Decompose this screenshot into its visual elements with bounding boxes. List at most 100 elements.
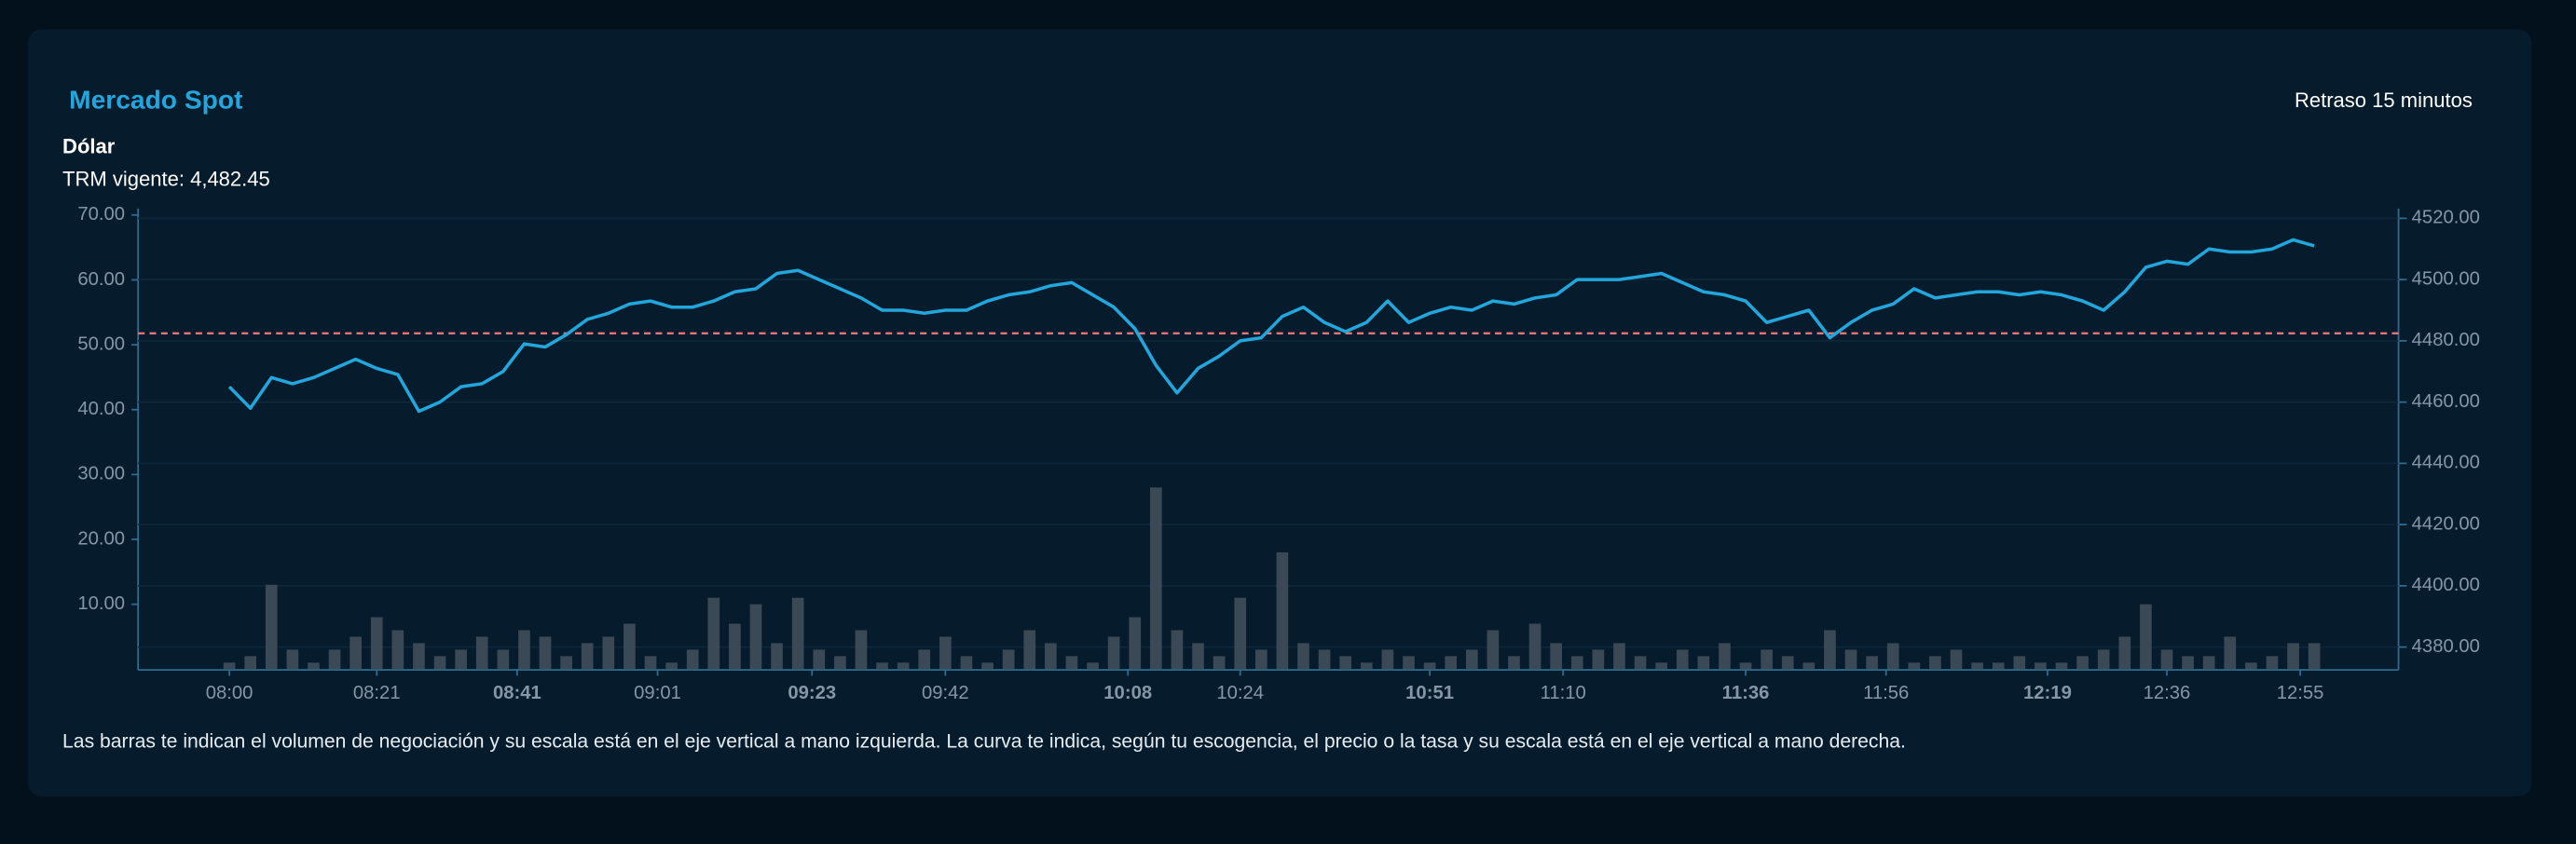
volume-bar: [2055, 662, 2068, 670]
volume-bar: [2076, 656, 2089, 670]
volume-bar: [539, 636, 552, 670]
volume-bar: [1318, 649, 1331, 670]
y2-tick-label: 4480.00: [2412, 330, 2480, 350]
volume-bar: [1445, 656, 1458, 670]
volume-bar: [771, 643, 783, 670]
volume-bar: [2224, 636, 2237, 670]
volume-bar: [560, 656, 572, 670]
x-tick-label: 08:21: [353, 683, 401, 703]
volume-bar: [602, 636, 615, 670]
volume-bar: [1234, 597, 1247, 670]
volume-bar: [644, 656, 657, 670]
status: Retraso 15 minutos: [2295, 88, 2473, 112]
volume-bar: [223, 662, 236, 670]
volume-bar: [813, 649, 826, 670]
volume-bar: [1844, 649, 1857, 670]
y2-tick-label: 4420.00: [2412, 513, 2480, 534]
volume-bar: [1739, 662, 1752, 670]
volume-bar: [1403, 656, 1415, 670]
x-tick-label: 08:00: [206, 683, 253, 703]
volume-bar: [1087, 662, 1099, 670]
price-line: [227, 238, 2315, 414]
volume-bar: [729, 623, 741, 670]
x-tick-label: 11:36: [1722, 683, 1770, 703]
volume-bar: [1866, 656, 1878, 670]
x-tick-label: 10:08: [1103, 683, 1152, 703]
x-tick-label: 09:01: [634, 683, 681, 703]
volume-bar: [1360, 662, 1373, 670]
volume-bar: [1045, 643, 1057, 670]
volume-bar: [2202, 656, 2215, 670]
y2-tick-label: 4460.00: [2412, 391, 2480, 412]
volume-bar: [1171, 630, 1184, 670]
volume-bar: [2266, 656, 2279, 670]
volume-bar: [1613, 643, 1625, 670]
volume-bar: [960, 656, 973, 670]
x-tick-label: 08:41: [493, 683, 541, 703]
y2-tick-label: 4520.00: [2412, 208, 2480, 228]
volume-bar: [1254, 649, 1267, 670]
volume-bar: [1508, 656, 1520, 670]
volume-bar: [1824, 630, 1836, 670]
volume-bar: [518, 630, 530, 670]
volume-bar: [1192, 643, 1204, 670]
volume-bar: [855, 630, 868, 670]
volume-bar: [1634, 656, 1647, 670]
volume-bar: [876, 662, 888, 670]
volume-bar: [2160, 649, 2173, 670]
volume-bar: [2245, 662, 2257, 670]
volume-bar: [939, 636, 952, 670]
volume-bar: [1423, 662, 1436, 670]
volume-bar: [1676, 649, 1689, 670]
volume-bar: [1886, 643, 1899, 670]
volume-bar: [686, 649, 699, 670]
volume-bar: [918, 649, 931, 670]
volume-bar: [2097, 649, 2110, 670]
caption: Las barras te indican el volumen de nego…: [62, 730, 1906, 752]
y-tick-label: 20.00: [77, 528, 125, 549]
volume-bar: [1528, 623, 1541, 670]
x-tick-label: 12:36: [2144, 683, 2191, 703]
volume-bar: [1276, 551, 1289, 670]
volume-bar: [791, 597, 804, 670]
volume-bar: [455, 649, 467, 670]
x-tick-label: 11:56: [1863, 683, 1909, 703]
y2-tick-label: 4440.00: [2412, 453, 2480, 473]
trm-label: TRM vigente: 4,482.45: [62, 168, 270, 191]
volume-bar: [2182, 656, 2194, 670]
volume-bar: [1697, 656, 1710, 670]
volume-bar: [2287, 643, 2299, 670]
volume-bar: [1487, 630, 1500, 670]
volume-bar: [1465, 649, 1478, 670]
y-tick-label: 40.00: [77, 399, 125, 419]
volume-bar: [1381, 649, 1394, 670]
y-tick-label: 30.00: [77, 464, 125, 484]
volume-bar: [981, 662, 993, 670]
volume-bar: [2013, 656, 2026, 670]
volume-bar: [265, 584, 278, 670]
subtitle: Dólar: [62, 134, 116, 157]
x-tick-label: 09:42: [922, 683, 969, 703]
volume-bar: [665, 662, 678, 670]
y2-tick-label: 4400.00: [2412, 575, 2480, 595]
volume-bar: [1950, 649, 1963, 670]
volume-bar: [581, 643, 594, 670]
volume-bar: [1781, 656, 1794, 670]
volume-bar: [1023, 630, 1036, 670]
volume-bar: [1339, 656, 1352, 670]
volume-bar: [1719, 643, 1731, 670]
volume-bar: [1213, 656, 1226, 670]
volume-bar: [1761, 649, 1773, 670]
volume-bar: [749, 604, 762, 670]
x-tick-label: 09:23: [788, 683, 836, 703]
volume-bar: [1065, 656, 1078, 670]
x-tick-label: 11:10: [1541, 683, 1586, 703]
y2-tick-label: 4500.00: [2412, 268, 2480, 289]
volume-bar: [1570, 656, 1583, 670]
volume-bar: [244, 656, 256, 670]
volume-bar: [1655, 662, 1667, 670]
x-tick-label: 12:19: [2023, 683, 2072, 703]
volume-bar: [623, 623, 636, 670]
